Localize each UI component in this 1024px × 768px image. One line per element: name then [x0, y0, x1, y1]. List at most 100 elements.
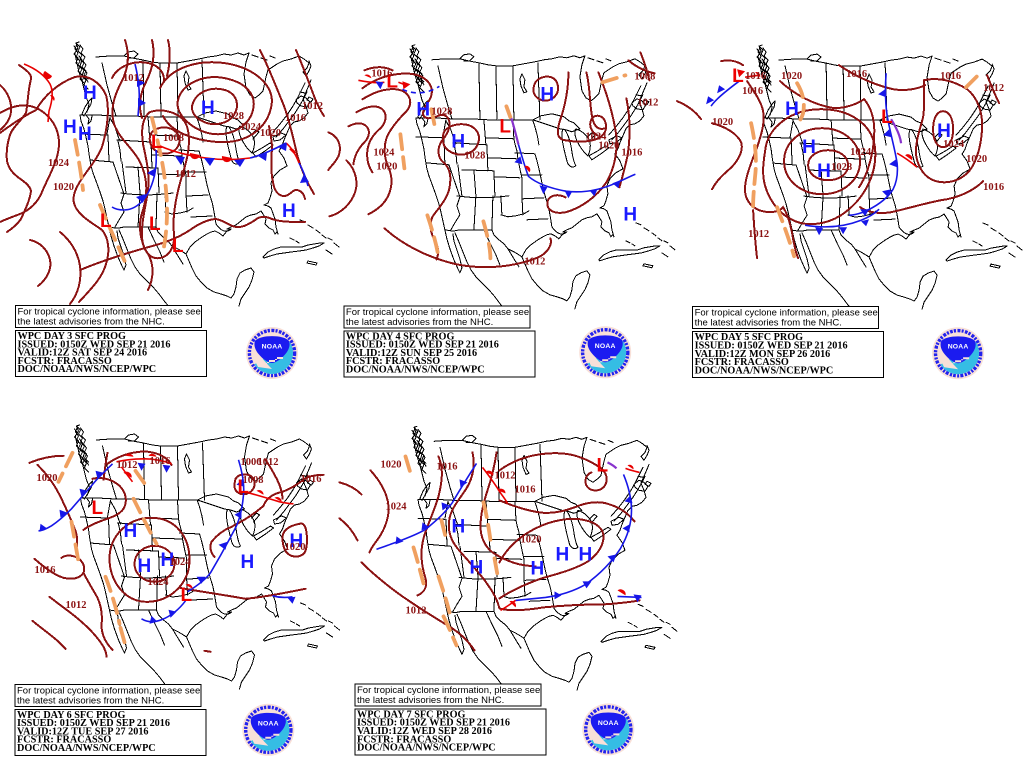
svg-text:1016: 1016: [35, 565, 56, 576]
svg-text:For tropical cyclone informati: For tropical cyclone information, please…: [18, 307, 201, 318]
svg-text:1024: 1024: [170, 557, 192, 568]
svg-text:H: H: [556, 544, 570, 565]
svg-text:H: H: [937, 121, 951, 142]
svg-text:FCSTR: FRACASSO: FCSTR: FRACASSO: [357, 734, 451, 745]
svg-text:VALID:12Z SAT SEP 24 2016: VALID:12Z SAT SEP 24 2016: [18, 348, 148, 359]
svg-text:ISSUED: 0150Z WED SEP 21 2016: ISSUED: 0150Z WED SEP 21 2016: [357, 718, 510, 729]
svg-text:1024: 1024: [386, 501, 408, 512]
svg-text:1024: 1024: [943, 139, 965, 150]
svg-text:1012: 1012: [123, 73, 144, 84]
svg-text:DOC/NOAA/NWS/NCEP/WPC: DOC/NOAA/NWS/NCEP/WPC: [18, 364, 157, 375]
svg-text:1024: 1024: [48, 158, 70, 169]
svg-text:1028: 1028: [431, 106, 452, 117]
svg-text:1020: 1020: [376, 161, 397, 172]
svg-text:1016: 1016: [745, 71, 766, 82]
svg-text:DOC/NOAA/NWS/NCEP/WPC: DOC/NOAA/NWS/NCEP/WPC: [17, 743, 156, 754]
svg-text:ISSUED: 0150Z WED SEP 21 2016: ISSUED: 0150Z WED SEP 21 2016: [695, 341, 848, 352]
svg-text:FCSTR: FRACASSO: FCSTR: FRACASSO: [695, 357, 789, 368]
svg-text:1012: 1012: [983, 83, 1004, 94]
svg-text:1008: 1008: [634, 71, 655, 82]
svg-text:the latest advisories from the: the latest advisories from the NHC.: [17, 695, 164, 706]
svg-text:1020: 1020: [781, 71, 802, 82]
svg-text:1024: 1024: [850, 147, 872, 158]
svg-text:L: L: [238, 477, 250, 498]
svg-text:H: H: [416, 99, 430, 120]
svg-text:VALID:12Z WED SEP 28 2016: VALID:12Z WED SEP 28 2016: [357, 726, 492, 737]
svg-text:FCSTR: FRACASSO: FCSTR: FRACASSO: [346, 356, 440, 367]
svg-text:H: H: [78, 124, 92, 145]
svg-text:the latest advisories from the: the latest advisories from the NHC.: [346, 317, 493, 328]
svg-text:1008: 1008: [163, 133, 184, 144]
svg-text:1012: 1012: [637, 97, 658, 108]
svg-text:1016: 1016: [742, 86, 763, 97]
svg-text:1020: 1020: [285, 542, 306, 553]
svg-text:1006: 1006: [241, 457, 262, 468]
svg-text:1012: 1012: [495, 470, 516, 481]
svg-text:VALID:12Z TUE SEP 27 2016: VALID:12Z TUE SEP 27 2016: [17, 726, 149, 737]
svg-text:H: H: [83, 83, 97, 104]
svg-text:1028: 1028: [223, 111, 244, 122]
svg-text:H: H: [817, 161, 831, 182]
svg-text:For tropical cyclone informati: For tropical cyclone information, please…: [695, 308, 878, 319]
svg-text:1020: 1020: [37, 473, 58, 484]
svg-text:H: H: [138, 556, 152, 577]
svg-text:VALID:12Z SUN SEP 25 2016: VALID:12Z SUN SEP 25 2016: [346, 348, 477, 359]
svg-text:1012: 1012: [748, 229, 769, 240]
svg-text:1020: 1020: [260, 128, 281, 139]
svg-text:1016: 1016: [515, 484, 536, 495]
svg-text:H: H: [241, 552, 255, 573]
svg-text:1024: 1024: [373, 147, 395, 158]
svg-text:1012: 1012: [66, 600, 87, 611]
svg-text:L: L: [181, 585, 193, 606]
svg-text:1016: 1016: [983, 182, 1004, 193]
svg-text:1012: 1012: [258, 457, 279, 468]
svg-text:H: H: [161, 550, 175, 571]
svg-text:DOC/NOAA/NWS/NCEP/WPC: DOC/NOAA/NWS/NCEP/WPC: [346, 365, 485, 376]
svg-text:1016: 1016: [621, 147, 642, 158]
svg-text:1020: 1020: [712, 117, 733, 128]
svg-text:1016: 1016: [150, 456, 171, 467]
svg-text:1012: 1012: [117, 460, 138, 471]
svg-text:WPC DAY 7 SFC PROG: WPC DAY 7 SFC PROG: [357, 709, 466, 720]
svg-text:1016: 1016: [371, 68, 392, 79]
svg-text:H: H: [452, 516, 466, 537]
svg-text:the latest advisories from the: the latest advisories from the NHC.: [695, 318, 842, 329]
svg-text:FCSTR: FRACASSO: FCSTR: FRACASSO: [17, 735, 111, 746]
svg-text:ISSUED: 0150Z WED SEP 21 2016: ISSUED: 0150Z WED SEP 21 2016: [346, 340, 499, 351]
svg-text:H: H: [451, 131, 465, 152]
svg-text:the latest advisories from the: the latest advisories from the NHC.: [18, 317, 165, 328]
svg-text:WPC DAY 4 SFC PROG: WPC DAY 4 SFC PROG: [346, 331, 455, 342]
svg-text:1016: 1016: [301, 474, 322, 485]
svg-text:L: L: [172, 236, 184, 257]
svg-text:1016: 1016: [846, 69, 867, 80]
svg-text:VALID:12Z MON SEP 26 2016: VALID:12Z MON SEP 26 2016: [695, 349, 831, 360]
svg-text:1012: 1012: [302, 101, 323, 112]
svg-text:H: H: [540, 84, 554, 105]
svg-text:H: H: [623, 204, 637, 225]
svg-text:1008: 1008: [243, 475, 264, 486]
svg-text:1028: 1028: [831, 162, 852, 173]
svg-text:1016: 1016: [437, 461, 458, 472]
svg-text:1024: 1024: [148, 577, 170, 588]
svg-text:H: H: [124, 521, 138, 542]
svg-text:DOC/NOAA/NWS/NCEP/WPC: DOC/NOAA/NWS/NCEP/WPC: [695, 365, 834, 376]
svg-text:1020: 1020: [381, 459, 402, 470]
svg-text:1020: 1020: [521, 534, 542, 545]
svg-text:WPC DAY 3 SFC PROG: WPC DAY 3 SFC PROG: [18, 331, 127, 342]
svg-text:H: H: [63, 117, 77, 138]
svg-text:DOC/NOAA/NWS/NCEP/WPC: DOC/NOAA/NWS/NCEP/WPC: [357, 743, 496, 754]
svg-text:For tropical cyclone informati: For tropical cyclone information, please…: [346, 307, 529, 318]
svg-text:L: L: [732, 66, 744, 87]
svg-text:H: H: [282, 201, 296, 222]
svg-text:For tropical cyclone informati: For tropical cyclone information, please…: [357, 685, 540, 696]
svg-text:H: H: [802, 137, 816, 158]
svg-text:WPC DAY 6 SFC PROG: WPC DAY 6 SFC PROG: [17, 710, 126, 721]
svg-text:H: H: [201, 98, 215, 119]
svg-text:L: L: [151, 132, 163, 153]
svg-text:L: L: [92, 498, 104, 519]
svg-text:1020: 1020: [598, 140, 619, 151]
svg-text:L: L: [100, 211, 112, 232]
svg-text:1020: 1020: [53, 182, 74, 193]
svg-text:the latest advisories from the: the latest advisories from the NHC.: [357, 695, 504, 706]
svg-text:1012: 1012: [406, 605, 427, 616]
